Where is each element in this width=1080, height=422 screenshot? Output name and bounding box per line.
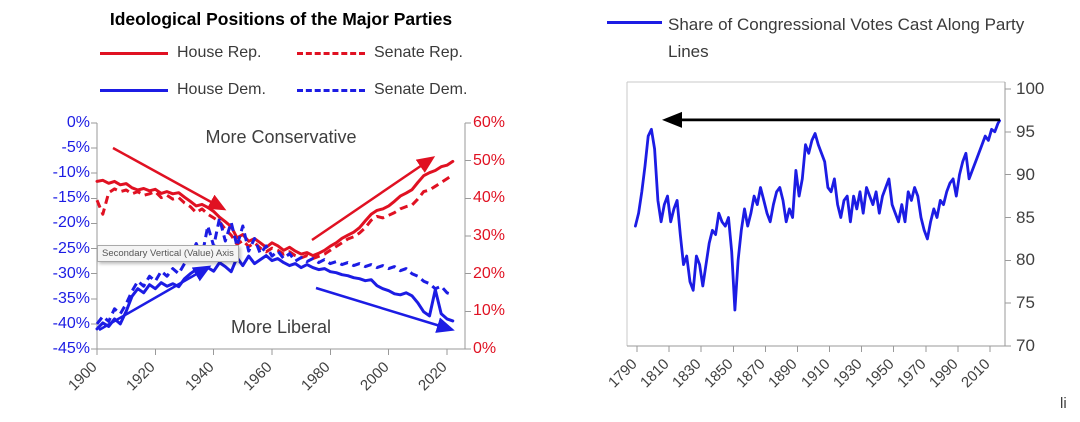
senate-dem-line	[95, 216, 454, 325]
house-rep-line	[95, 159, 455, 258]
senate-rep-line	[95, 173, 454, 261]
party-line-votes-line	[634, 119, 1001, 312]
rep-trend-arrow-late	[311, 156, 436, 242]
rep-trend-arrow-early	[112, 146, 227, 211]
house-dem-line	[95, 254, 455, 331]
dem-trend-arrow-early	[98, 265, 212, 332]
dem-trend-arrow-late	[315, 286, 455, 333]
